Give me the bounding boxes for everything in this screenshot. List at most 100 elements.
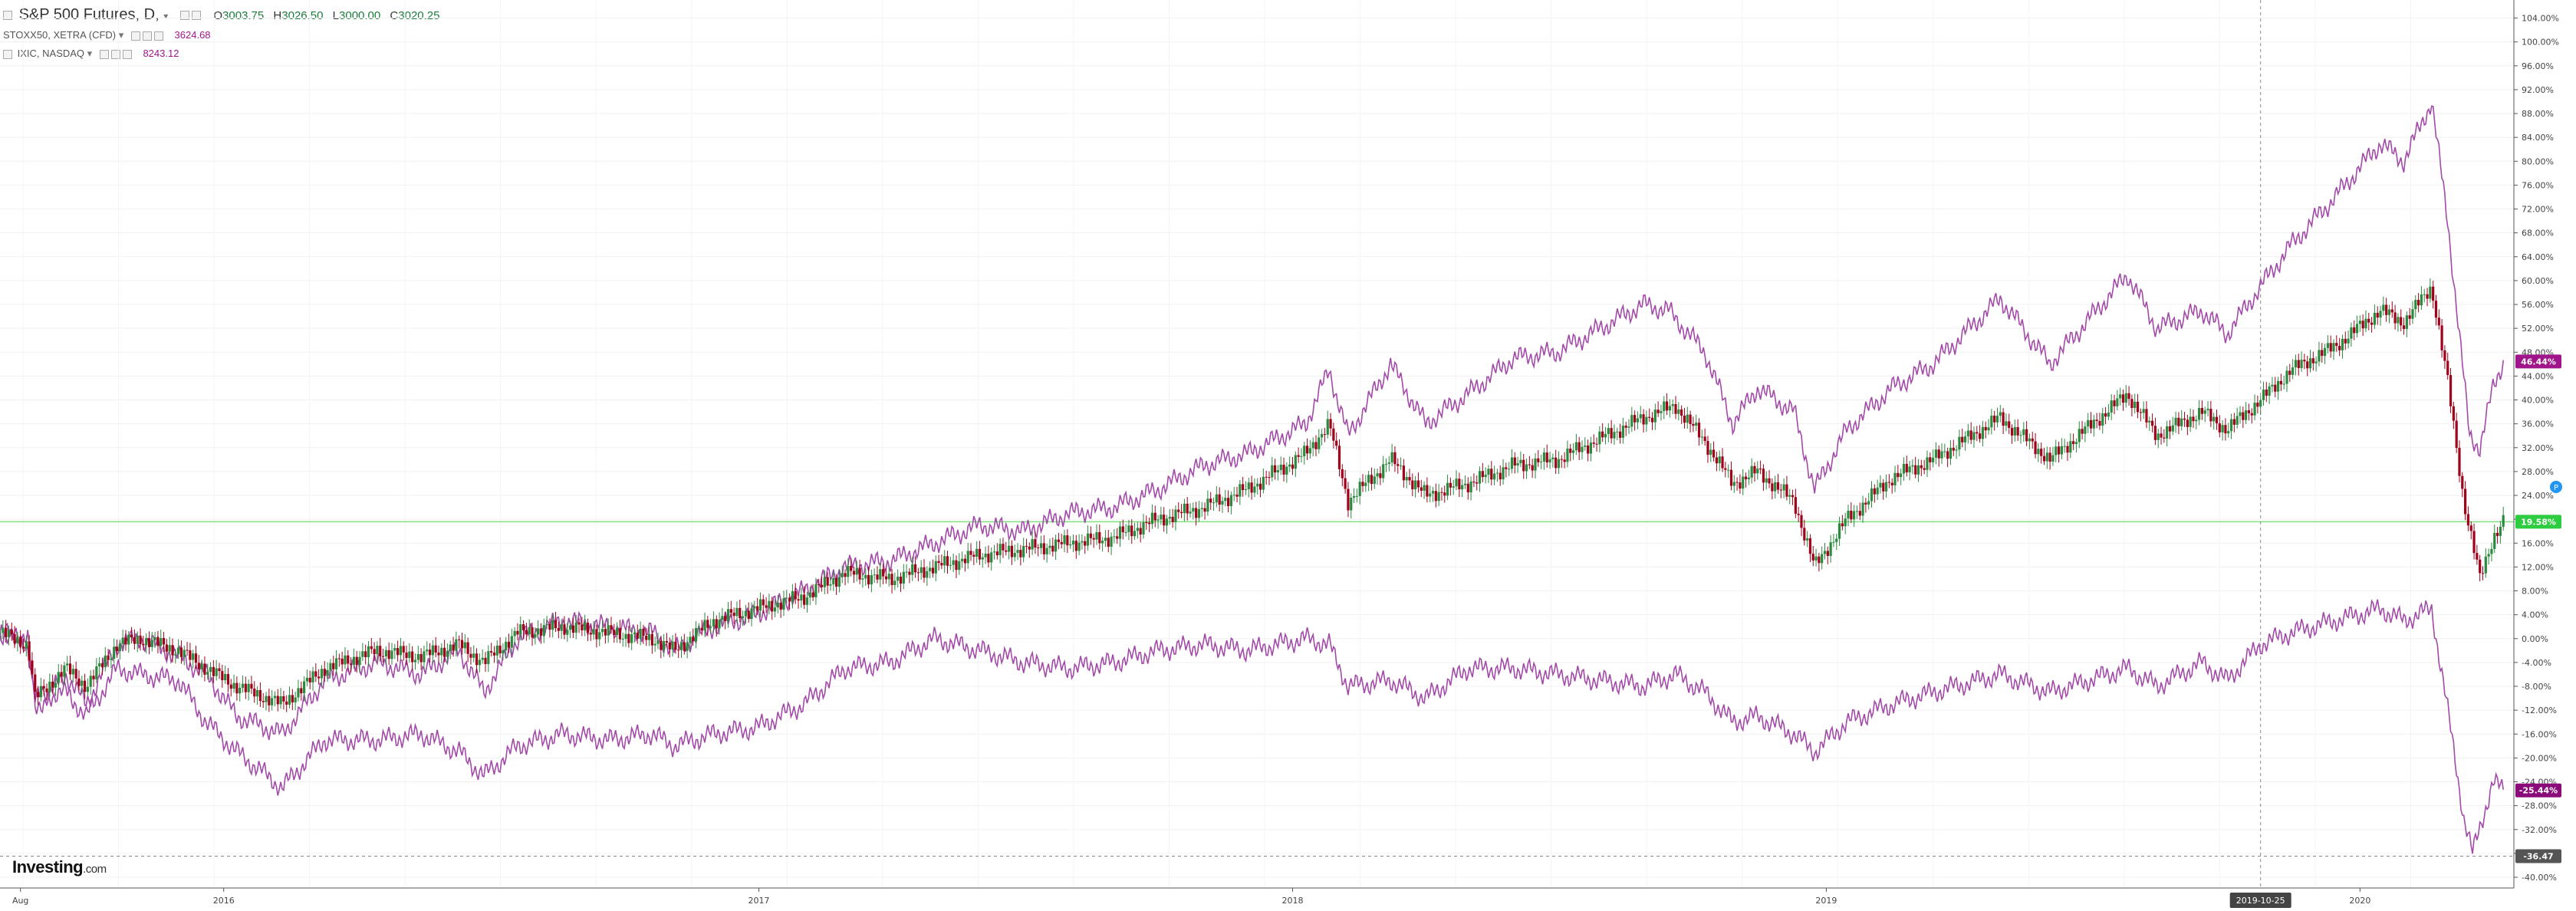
candle-body xyxy=(402,646,405,653)
collapse-toggle-icon[interactable] xyxy=(3,10,12,20)
candle-body xyxy=(25,641,28,649)
candle-body xyxy=(2308,358,2312,369)
candle-body xyxy=(334,658,338,669)
close-icon[interactable] xyxy=(122,49,132,59)
close-icon[interactable] xyxy=(153,31,163,41)
price-axis-label: 44.00% xyxy=(2522,371,2554,381)
candle-body xyxy=(66,663,69,666)
candle-body xyxy=(1776,482,1780,490)
candle-body xyxy=(1645,416,1648,425)
candle-body xyxy=(81,680,84,686)
candle-body xyxy=(595,629,598,640)
candle-body xyxy=(963,558,966,564)
collapse-toggle-icon[interactable] xyxy=(3,49,12,59)
candle-body xyxy=(1329,419,1332,429)
candle-body xyxy=(882,569,885,577)
candle-body xyxy=(1461,485,1464,490)
candle-body xyxy=(694,627,698,642)
candle-body xyxy=(1434,491,1437,502)
time-axis-label: 2018 xyxy=(1281,896,1303,906)
candle-body xyxy=(2016,427,2019,436)
overlay-legend-ixic[interactable]: IXIC, NASDAQ ▾ 8243.12 xyxy=(3,48,179,60)
candle-body xyxy=(2139,412,2142,413)
candle-body xyxy=(373,649,376,655)
overlay-legend-stoxx[interactable]: STOXX50, XETRA (CFD) ▾ 3624.68 xyxy=(3,29,211,41)
candle-body xyxy=(709,626,712,628)
candle-body xyxy=(1900,473,1903,478)
candle-body xyxy=(1420,487,1423,491)
candle-body xyxy=(2019,435,2022,436)
chevron-down-icon[interactable]: ▾ xyxy=(118,29,124,41)
candle-body xyxy=(1226,498,1230,506)
candle-body xyxy=(2364,318,2367,329)
candle-body xyxy=(571,625,575,633)
candle-body xyxy=(1946,451,1949,459)
candle-body xyxy=(1086,533,1090,546)
candle-body xyxy=(449,644,452,651)
candle-body xyxy=(1587,445,1590,454)
candle-body xyxy=(1729,469,1733,486)
candle-body xyxy=(604,629,607,636)
candle-body xyxy=(1537,458,1540,462)
candle-body xyxy=(2318,350,2321,362)
candle-body xyxy=(115,646,119,652)
candle-body xyxy=(610,625,613,630)
price-axis-label: 104.00% xyxy=(2522,14,2559,24)
candle-body xyxy=(1179,511,1183,514)
candle-body xyxy=(2148,420,2151,423)
badge-date-bg xyxy=(2229,893,2291,908)
time-axis[interactable]: Aug 2016 2017 2018 2019 2020 xyxy=(12,888,2370,906)
settings-icon[interactable] xyxy=(179,10,189,20)
candle-body xyxy=(271,698,274,705)
candle-body xyxy=(162,638,166,645)
candle-body xyxy=(2408,315,2411,319)
candle-body xyxy=(341,658,344,665)
candle-body xyxy=(28,641,31,661)
candle-body xyxy=(1481,471,1484,478)
eye-icon[interactable] xyxy=(99,49,109,59)
candle-body xyxy=(1492,473,1496,480)
candle-body xyxy=(1242,484,1245,491)
candle-body xyxy=(1884,482,1888,492)
candle-body xyxy=(7,630,11,637)
alert-icon[interactable] xyxy=(2550,481,2562,493)
candle-body xyxy=(136,635,139,644)
candle-body xyxy=(1808,538,1812,554)
candle-body xyxy=(876,574,879,580)
candle-body xyxy=(2288,370,2291,375)
candle-body xyxy=(2063,446,2066,447)
candle-body xyxy=(2235,416,2239,425)
candle-body xyxy=(776,602,779,608)
candle-body xyxy=(1160,515,1163,520)
candle-body xyxy=(1039,543,1043,548)
candle-body xyxy=(2227,431,2230,434)
candle-body xyxy=(829,584,832,586)
candle-body xyxy=(1621,426,1624,438)
chevron-down-icon[interactable]: ▾ xyxy=(163,11,169,21)
candle-body xyxy=(379,646,382,656)
candle-body xyxy=(1258,483,1262,490)
candle-body xyxy=(1358,482,1361,496)
candle-body xyxy=(48,681,51,692)
candle-body xyxy=(2078,429,2081,442)
chevron-down-icon[interactable]: ▾ xyxy=(87,48,93,59)
candle-body xyxy=(1318,437,1321,449)
candle-body xyxy=(258,689,262,702)
candle-body xyxy=(1718,456,1721,464)
eye-icon[interactable] xyxy=(130,31,140,41)
settings-icon[interactable] xyxy=(142,31,152,41)
candle-body xyxy=(671,641,674,650)
candle-body xyxy=(2095,419,2098,421)
settings-icon[interactable] xyxy=(110,49,120,59)
candle-body xyxy=(2198,407,2201,420)
candle-body xyxy=(577,622,581,625)
close-icon[interactable] xyxy=(191,10,201,20)
price-axis[interactable]: 104.00% 100.00% 96.00% 92.00% 88.00% 84.00% 80… xyxy=(2514,14,2559,883)
candle-body xyxy=(911,564,914,575)
candle-body xyxy=(355,656,358,666)
candle-body xyxy=(1765,478,1768,483)
candle-body xyxy=(1995,416,1999,423)
candle-body xyxy=(19,636,22,647)
alert-marker[interactable]: P xyxy=(2550,481,2562,493)
